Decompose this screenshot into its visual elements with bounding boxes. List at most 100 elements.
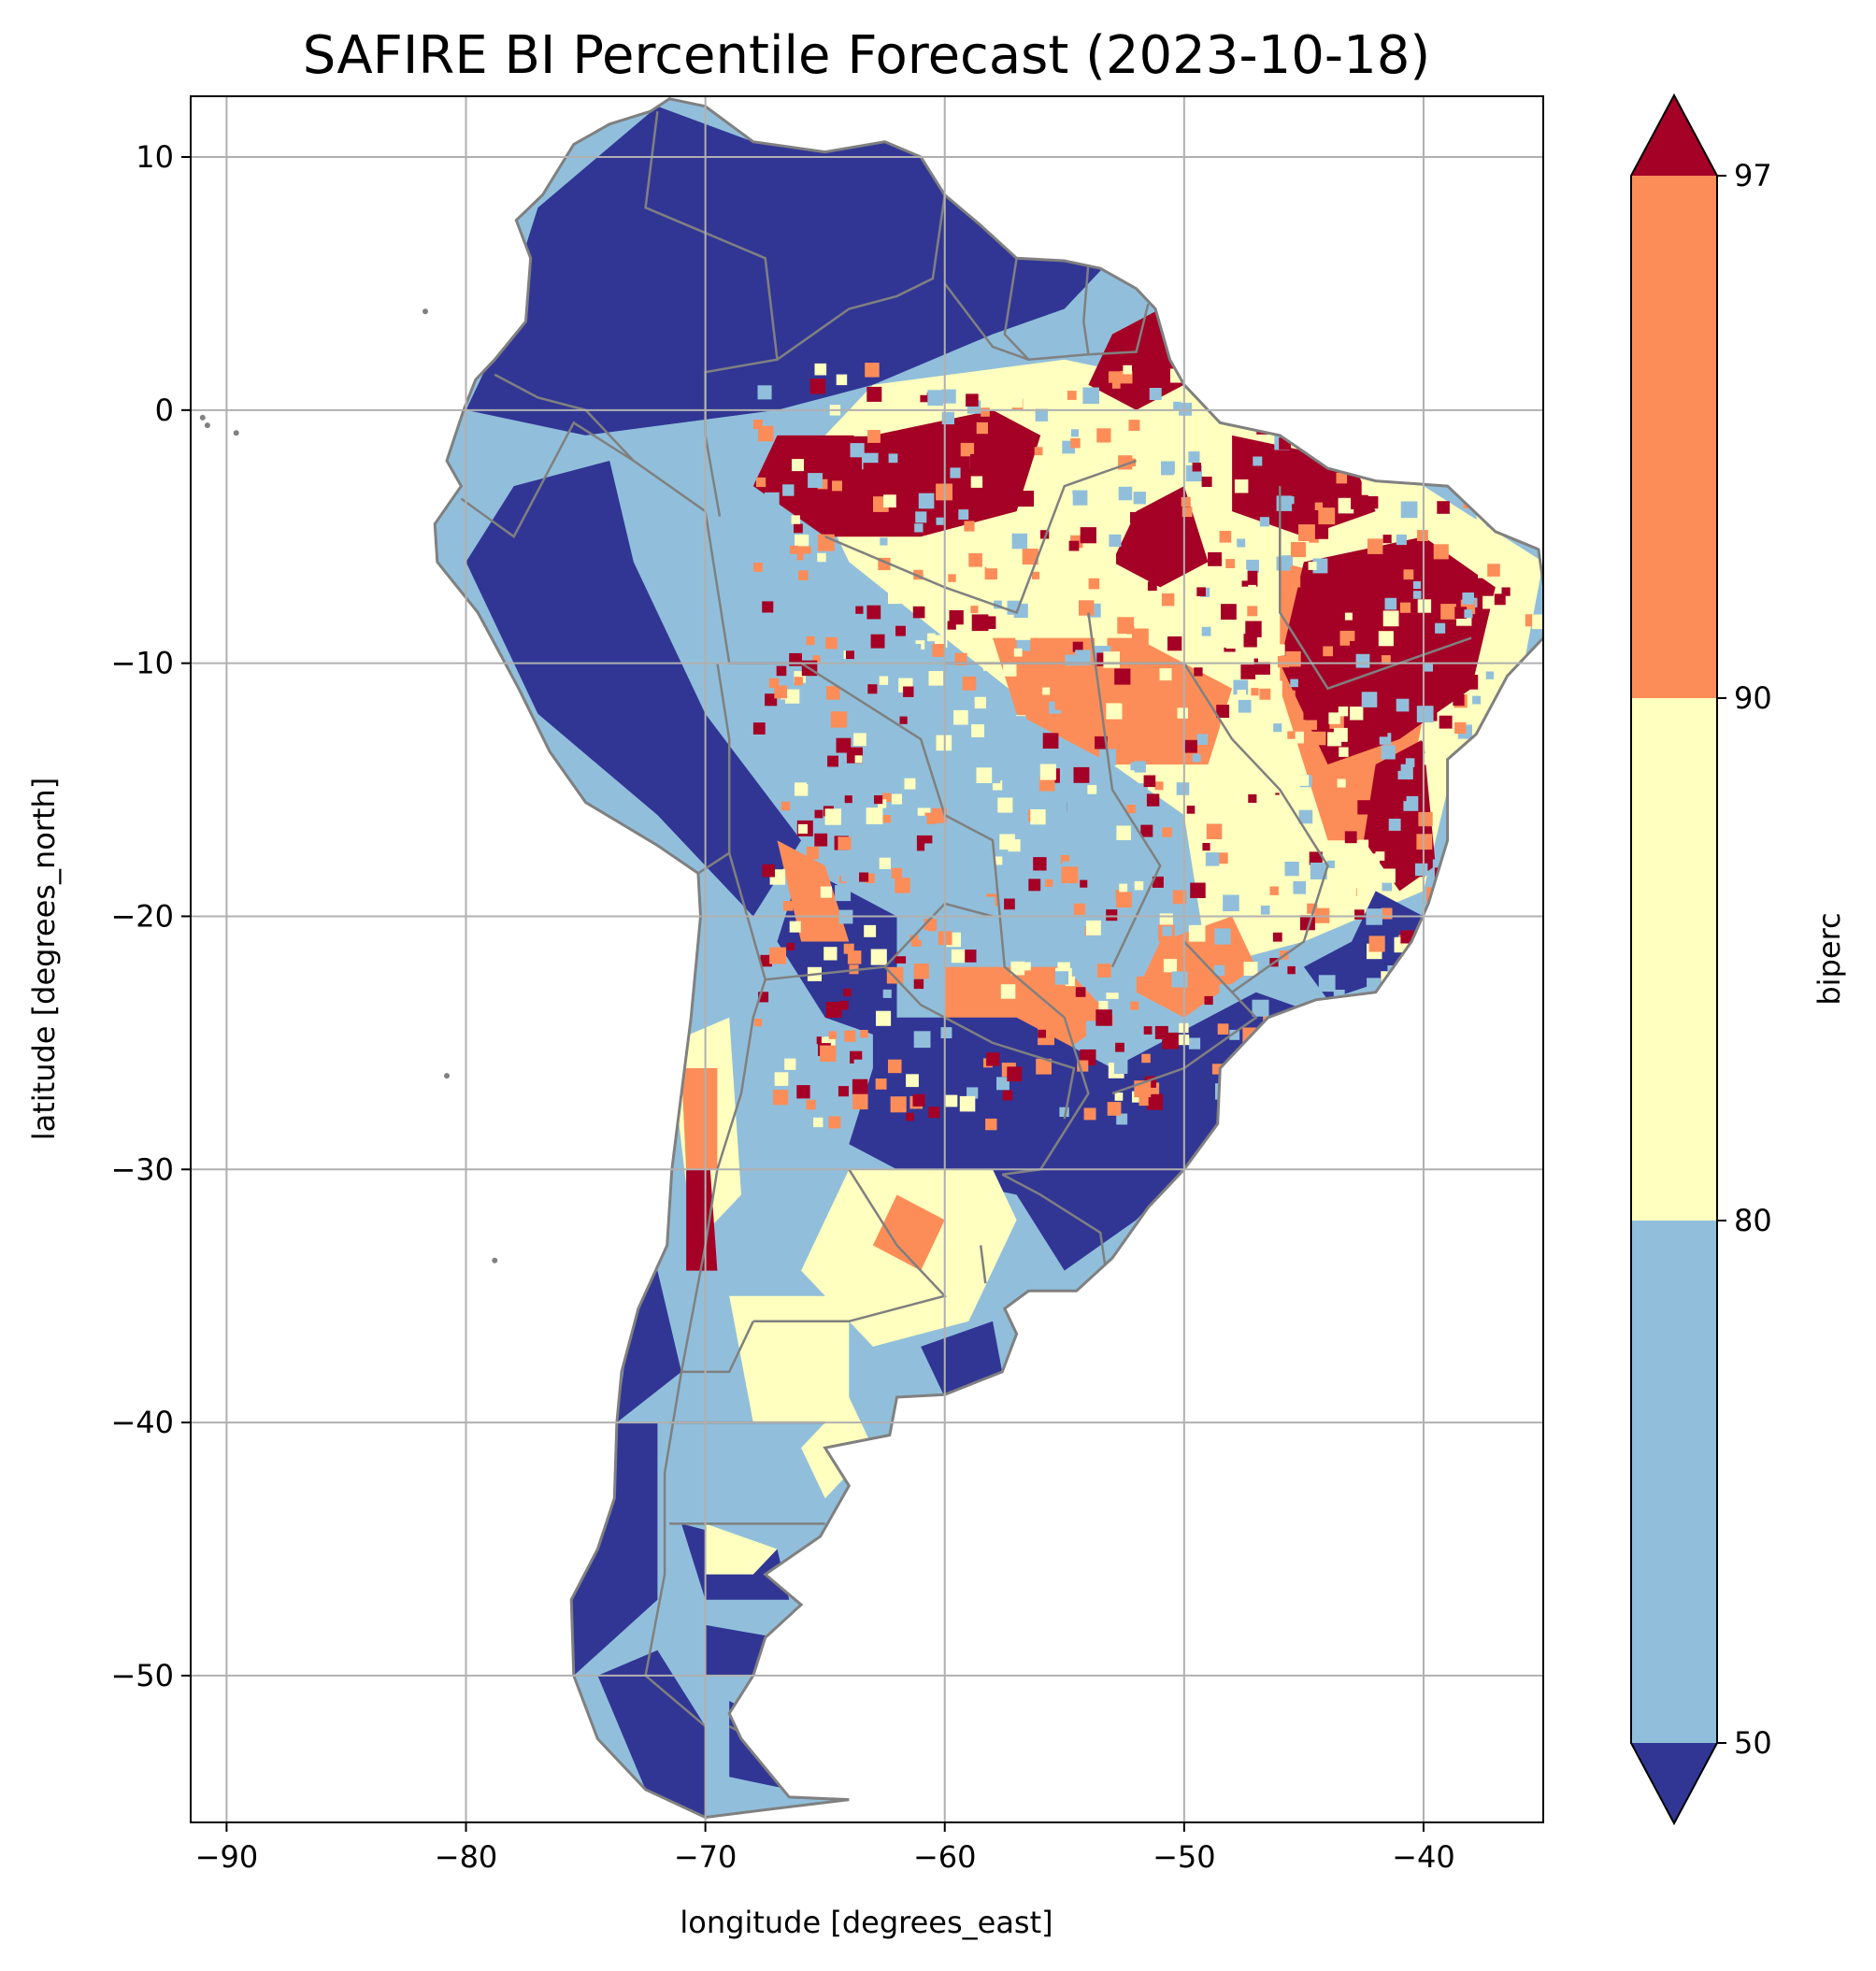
pixel-cell xyxy=(762,601,774,613)
pixel-cell xyxy=(1243,634,1257,648)
pixel-cell xyxy=(895,878,910,893)
pixel-cell xyxy=(1487,564,1500,577)
border-line xyxy=(943,282,1150,361)
pixel-cell xyxy=(1284,862,1299,877)
pixel-cell xyxy=(967,1087,979,1099)
island xyxy=(492,1257,498,1264)
pixel-cell xyxy=(1391,786,1407,802)
pixel-cell xyxy=(1128,420,1140,431)
pixel-cell xyxy=(1028,878,1041,892)
pixel-cell xyxy=(1298,809,1313,824)
pixel-cell xyxy=(1126,804,1136,814)
pixel-cell xyxy=(854,755,863,764)
pixel-cell xyxy=(1286,690,1296,699)
pixel-cell xyxy=(806,846,819,860)
region-polygon xyxy=(849,992,1328,1271)
pixel-cell xyxy=(985,540,1002,558)
pixel-cell xyxy=(1383,611,1396,624)
pixel-cell xyxy=(1096,964,1111,978)
pixel-cell xyxy=(1421,732,1431,742)
pixel-cell xyxy=(835,569,847,581)
pixel-cell xyxy=(999,834,1015,850)
pixel-cell xyxy=(1350,640,1365,656)
pixel-cell xyxy=(1188,451,1200,464)
region-polygon xyxy=(681,1068,718,1170)
pixel-cell xyxy=(1227,818,1239,830)
pixel-cell xyxy=(1171,971,1188,988)
pixel-cell xyxy=(816,1036,824,1045)
pixel-cell xyxy=(1067,391,1077,400)
y-tick-label: −10 xyxy=(110,646,174,681)
pixel-cell xyxy=(1375,851,1385,861)
region-polygon xyxy=(705,1523,778,1575)
pixel-cell xyxy=(1336,867,1351,883)
pixel-cell xyxy=(909,881,927,899)
pixel-cell xyxy=(825,636,838,650)
pixel-cell xyxy=(1146,793,1160,807)
pixel-cell xyxy=(901,383,916,397)
pixel-cell xyxy=(896,941,912,957)
pixel-cell xyxy=(959,1095,976,1112)
pixel-cell xyxy=(1293,881,1307,894)
region-polygon xyxy=(465,461,802,917)
pixel-cell xyxy=(1149,388,1162,400)
pixel-cell xyxy=(1358,839,1369,850)
pixel-cell xyxy=(1123,364,1132,375)
pixel-cell xyxy=(1382,517,1396,531)
pixel-cell xyxy=(1096,1009,1112,1026)
pixel-cell xyxy=(1344,831,1357,844)
pixel-cell xyxy=(1453,693,1465,707)
pixel-cell xyxy=(1351,494,1366,509)
pixel-cell xyxy=(1108,371,1121,383)
border-line xyxy=(494,373,635,462)
pixel-cell xyxy=(834,788,845,799)
pixel-cell xyxy=(1337,778,1346,788)
border-line xyxy=(1082,263,1090,355)
pixel-cell xyxy=(1248,793,1257,803)
pixel-cell xyxy=(1216,705,1230,718)
pixel-cell xyxy=(1088,475,1105,492)
border-line xyxy=(460,421,635,539)
pixel-cell xyxy=(830,711,848,728)
pixel-cell xyxy=(1382,535,1392,544)
pixel-cell xyxy=(805,1070,820,1085)
pixel-cell xyxy=(844,795,852,804)
pixel-cell xyxy=(828,1116,841,1129)
pixel-cell xyxy=(888,591,901,605)
pixel-cell xyxy=(949,610,964,625)
pixel-cell xyxy=(772,1090,789,1106)
pixel-cell xyxy=(1248,584,1256,593)
pixel-cell xyxy=(915,511,927,523)
pixel-cell xyxy=(1381,907,1393,920)
pixel-cell xyxy=(1036,1058,1052,1075)
pixel-cell xyxy=(982,616,996,629)
pixel-cell xyxy=(838,1086,849,1097)
pixel-cell xyxy=(783,901,794,911)
pixel-cell xyxy=(1297,775,1310,786)
pixel-cell xyxy=(1147,546,1163,562)
colorbar-tick-label: 80 xyxy=(1734,1203,1772,1238)
pixel-cell xyxy=(1408,644,1418,654)
pixel-cell xyxy=(890,1096,907,1113)
pixel-cell xyxy=(928,671,944,686)
pixel-cell xyxy=(1126,626,1135,635)
pixel-cell xyxy=(1396,698,1410,712)
pixel-cell xyxy=(1482,595,1496,609)
pixel-cell xyxy=(1162,1032,1179,1050)
pixel-cell xyxy=(1344,612,1353,621)
pixel-cell xyxy=(1161,593,1175,607)
pixel-cell xyxy=(899,716,908,724)
pixel-cell xyxy=(1381,868,1396,883)
pixel-cell xyxy=(1361,480,1376,495)
pixel-cell xyxy=(962,676,977,691)
pixel-cell xyxy=(886,966,904,984)
pixel-cell xyxy=(1303,709,1314,721)
pixel-cell xyxy=(996,1077,1010,1091)
pixel-cell xyxy=(970,476,983,488)
pixel-cell xyxy=(994,600,1002,609)
pixel-cell xyxy=(790,545,799,554)
pixel-cell xyxy=(752,420,763,430)
pixel-cell xyxy=(1073,903,1085,915)
pixel-cell xyxy=(1217,1023,1229,1035)
pixel-cell xyxy=(1494,593,1506,606)
